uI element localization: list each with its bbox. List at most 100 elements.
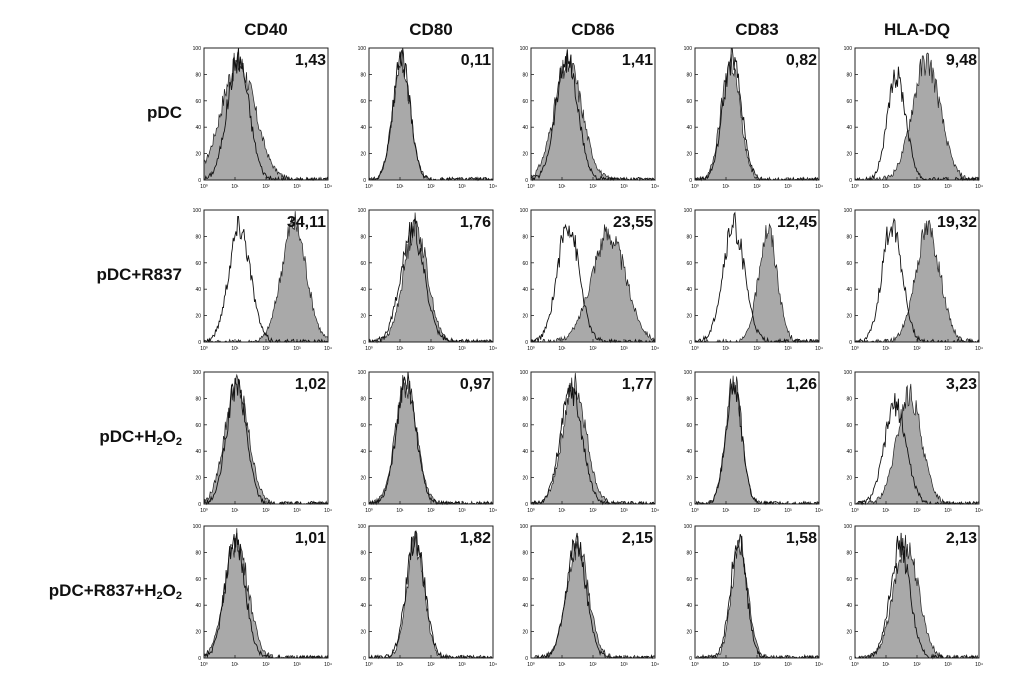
histogram-plot: 0 20 40 60 80 100 10⁰ 10¹ 10² 10³ 10⁴ bbox=[844, 524, 983, 668]
y-tick-label: 60 bbox=[195, 577, 201, 583]
y-tick-label: 0 bbox=[525, 656, 528, 662]
histogram-plot: 0 20 40 60 80 100 10⁰ 10¹ 10² 10³ 10⁴ bbox=[193, 524, 332, 668]
histogram-panel-r4-c5: 0 20 40 60 80 100 10⁰ 10¹ 10² 10³ 10⁴ 2,13 bbox=[844, 524, 985, 668]
histogram-plot: 0 20 40 60 80 100 10⁰ 10¹ 10² 10³ 10⁴ bbox=[193, 208, 332, 352]
mfi-value-label: 1,58 bbox=[785, 530, 817, 547]
y-tick-label: 0 bbox=[689, 340, 692, 346]
x-tick-label: 10¹ bbox=[231, 346, 239, 352]
y-tick-label: 40 bbox=[195, 287, 201, 293]
histogram-plot: 0 20 40 60 80 100 10⁰ 10¹ 10² 10³ 10⁴ bbox=[358, 208, 497, 352]
y-tick-label: 80 bbox=[360, 550, 366, 556]
y-tick-label: 80 bbox=[360, 396, 366, 402]
histogram-plot: 0 20 40 60 80 100 10⁰ 10¹ 10² 10³ 10⁴ bbox=[520, 524, 659, 668]
y-tick-label: 20 bbox=[195, 152, 201, 158]
y-tick-label: 60 bbox=[686, 577, 692, 583]
x-tick-label: 10⁴ bbox=[489, 508, 497, 514]
y-tick-label: 60 bbox=[522, 577, 528, 583]
y-tick-label: 20 bbox=[360, 152, 366, 158]
mfi-value-label: 1,26 bbox=[785, 376, 817, 393]
x-tick-label: 10² bbox=[913, 184, 921, 190]
histogram-plot: 0 20 40 60 80 100 10⁰ 10¹ 10² 10³ 10⁴ bbox=[520, 46, 659, 190]
y-tick-label: 0 bbox=[849, 502, 852, 508]
x-tick-label: 10³ bbox=[784, 346, 792, 352]
histogram-plot: 0 20 40 60 80 100 10⁰ 10¹ 10² 10³ 10⁴ bbox=[358, 524, 497, 668]
x-tick-label: 10³ bbox=[620, 508, 628, 514]
x-tick-label: 10⁰ bbox=[200, 508, 208, 514]
y-tick-label: 60 bbox=[846, 99, 852, 105]
y-tick-label: 40 bbox=[846, 287, 852, 293]
y-tick-label: 60 bbox=[686, 99, 692, 105]
y-tick-label: 80 bbox=[195, 396, 201, 402]
x-tick-label: 10³ bbox=[944, 662, 952, 668]
y-tick-label: 0 bbox=[525, 178, 528, 184]
y-tick-label: 20 bbox=[686, 152, 692, 158]
x-tick-label: 10¹ bbox=[882, 346, 890, 352]
x-tick-label: 10⁴ bbox=[489, 184, 497, 190]
histogram-plot: 0 20 40 60 80 100 10⁰ 10¹ 10² 10³ 10⁴ bbox=[193, 370, 332, 514]
mfi-value-label: 1,01 bbox=[294, 530, 326, 547]
y-tick-label: 0 bbox=[849, 178, 852, 184]
x-tick-label: 10⁰ bbox=[851, 346, 859, 352]
y-tick-label: 20 bbox=[522, 152, 528, 158]
y-tick-label: 0 bbox=[525, 340, 528, 346]
x-tick-label: 10⁰ bbox=[527, 508, 535, 514]
x-tick-label: 10⁰ bbox=[527, 662, 535, 668]
x-tick-label: 10² bbox=[913, 346, 921, 352]
x-tick-label: 10³ bbox=[944, 346, 952, 352]
x-tick-label: 10³ bbox=[944, 508, 952, 514]
histogram-plot: 0 20 40 60 80 100 10⁰ 10¹ 10² 10³ 10⁴ bbox=[358, 370, 497, 514]
y-tick-label: 20 bbox=[195, 314, 201, 320]
histogram-panel-r2-c3: 0 20 40 60 80 100 10⁰ 10¹ 10² 10³ 10⁴ 23,55 bbox=[520, 208, 661, 352]
x-tick-label: 10⁰ bbox=[527, 184, 535, 190]
x-tick-label: 10² bbox=[913, 662, 921, 668]
x-tick-label: 10³ bbox=[944, 184, 952, 190]
stained-histogram bbox=[695, 375, 820, 505]
stained-histogram bbox=[854, 534, 979, 660]
x-tick-label: 10⁴ bbox=[651, 184, 659, 190]
y-tick-label: 60 bbox=[846, 261, 852, 267]
y-tick-label: 40 bbox=[846, 449, 852, 455]
x-tick-label: 10¹ bbox=[231, 184, 239, 190]
x-tick-label: 10⁰ bbox=[851, 184, 859, 190]
x-tick-label: 10² bbox=[262, 508, 270, 514]
x-tick-label: 10³ bbox=[293, 346, 301, 352]
y-tick-label: 80 bbox=[522, 396, 528, 402]
histogram-plot: 0 20 40 60 80 100 10⁰ 10¹ 10² 10³ 10⁴ bbox=[684, 370, 823, 514]
isotype-histogram bbox=[530, 49, 655, 182]
x-tick-label: 10³ bbox=[293, 508, 301, 514]
y-tick-label: 80 bbox=[686, 396, 692, 402]
x-tick-label: 10⁴ bbox=[975, 662, 983, 668]
stained-histogram bbox=[368, 531, 494, 659]
y-tick-label: 60 bbox=[195, 261, 201, 267]
x-tick-label: 10⁰ bbox=[527, 346, 535, 352]
y-tick-label: 40 bbox=[195, 603, 201, 609]
x-tick-label: 10¹ bbox=[558, 662, 566, 668]
x-tick-label: 10³ bbox=[620, 184, 628, 190]
y-tick-label: 40 bbox=[846, 603, 852, 609]
y-tick-label: 40 bbox=[686, 287, 692, 293]
y-tick-label: 60 bbox=[360, 261, 366, 267]
x-tick-label: 10⁴ bbox=[815, 508, 823, 514]
x-tick-label: 10¹ bbox=[722, 346, 730, 352]
row-label-4: pDC+R837+H2O2 bbox=[48, 581, 182, 602]
y-tick-label: 100 bbox=[520, 46, 529, 52]
y-tick-label: 0 bbox=[198, 656, 201, 662]
y-tick-label: 40 bbox=[360, 287, 366, 293]
y-tick-label: 100 bbox=[684, 46, 693, 52]
x-tick-label: 10⁴ bbox=[489, 662, 497, 668]
mfi-value-label: 23,55 bbox=[612, 214, 653, 231]
column-header-cd86: CD86 bbox=[571, 20, 615, 39]
y-tick-label: 100 bbox=[193, 208, 202, 214]
y-tick-label: 40 bbox=[686, 125, 692, 131]
histogram-panel-r4-c1: 0 20 40 60 80 100 10⁰ 10¹ 10² 10³ 10⁴ 1,01 bbox=[193, 524, 334, 668]
y-tick-label: 80 bbox=[522, 550, 528, 556]
y-tick-label: 100 bbox=[684, 524, 693, 530]
x-tick-label: 10² bbox=[589, 184, 597, 190]
mfi-value-label: 2,13 bbox=[945, 530, 977, 547]
histogram-plot: 0 20 40 60 80 100 10⁰ 10¹ 10² 10³ 10⁴ bbox=[358, 46, 497, 190]
histogram-plot: 0 20 40 60 80 100 10⁰ 10¹ 10² 10³ 10⁴ bbox=[520, 208, 659, 352]
x-tick-label: 10¹ bbox=[231, 508, 239, 514]
y-tick-label: 60 bbox=[360, 577, 366, 583]
column-header-cd80: CD80 bbox=[409, 20, 453, 39]
y-tick-label: 80 bbox=[195, 234, 201, 240]
